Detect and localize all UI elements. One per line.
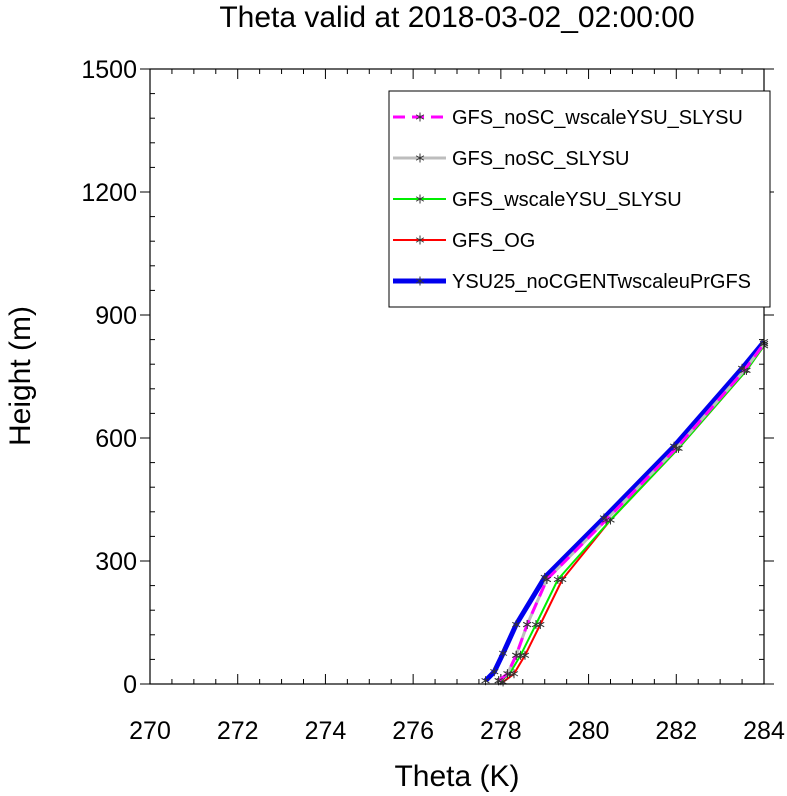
series-layer: [481, 337, 769, 687]
series-point: [498, 648, 508, 658]
series-point: [740, 365, 749, 375]
legend-marker: [415, 235, 425, 245]
series-point: [542, 574, 552, 584]
x-tick-label: 278: [480, 717, 522, 745]
series-point: [672, 443, 681, 453]
y-tick-label: 300: [95, 548, 137, 576]
legend-marker: [415, 153, 425, 163]
x-tick-label: 280: [568, 717, 610, 745]
x-tick-label: 272: [217, 717, 259, 745]
series-point: [503, 669, 512, 679]
y-tick-label: 900: [95, 302, 137, 330]
series-point: [601, 515, 611, 525]
series-point: [553, 574, 563, 584]
series-point: [531, 620, 541, 630]
legend-label: GFS_noSC_wscaleYSU_SLYSU: [452, 107, 743, 129]
series-point: [512, 650, 521, 660]
legend-marker: [415, 112, 425, 122]
series-point: [512, 620, 521, 630]
plot-frame: [149, 68, 765, 685]
legend-marker: [415, 194, 425, 204]
legend-label: YSU25_noCGENTwscaleuPrGFS: [452, 271, 751, 293]
series-line: [500, 345, 765, 682]
legend-label: GFS_noSC_SLYSU: [452, 148, 630, 170]
y-tick-labels: 0 300 600 900 1200 1500: [81, 56, 137, 699]
legend-box: [388, 90, 771, 308]
series-line: [483, 340, 766, 683]
x-axis-label: Theta (K): [394, 760, 519, 793]
x-tick-label: 282: [655, 717, 697, 745]
y-tick-label: 1200: [81, 179, 137, 207]
legend-marker: [415, 276, 425, 286]
x-tick-label: 284: [743, 717, 785, 745]
y-tick-label: 1500: [81, 56, 137, 84]
legend-label: GFS_wscaleYSU_SLYSU: [452, 189, 682, 211]
series-point: [490, 667, 499, 677]
x-tick-label: 276: [392, 717, 434, 745]
series-point: [523, 620, 532, 630]
y-axis-label: Height (m): [4, 306, 37, 446]
legend-label: GFS_OG: [452, 230, 535, 252]
y-tick-label: 600: [95, 425, 137, 453]
legend-items: GFS_noSC_wscaleYSU_SLYSU GFS_noSC_SLYSU GF…: [393, 107, 751, 293]
chart-title: Theta valid at 2018-03-02_02:00:00: [219, 1, 694, 34]
y-tick-label: 0: [123, 671, 137, 699]
legend: GFS_noSC_wscaleYSU_SLYSU GFS_noSC_SLYSU GF…: [388, 90, 771, 308]
x-tick-label: 270: [129, 717, 171, 745]
x-tick-label: 274: [305, 717, 347, 745]
series-line: [497, 342, 766, 682]
x-tick-labels: 270 272 274 276 278 280 282 284: [129, 717, 785, 745]
